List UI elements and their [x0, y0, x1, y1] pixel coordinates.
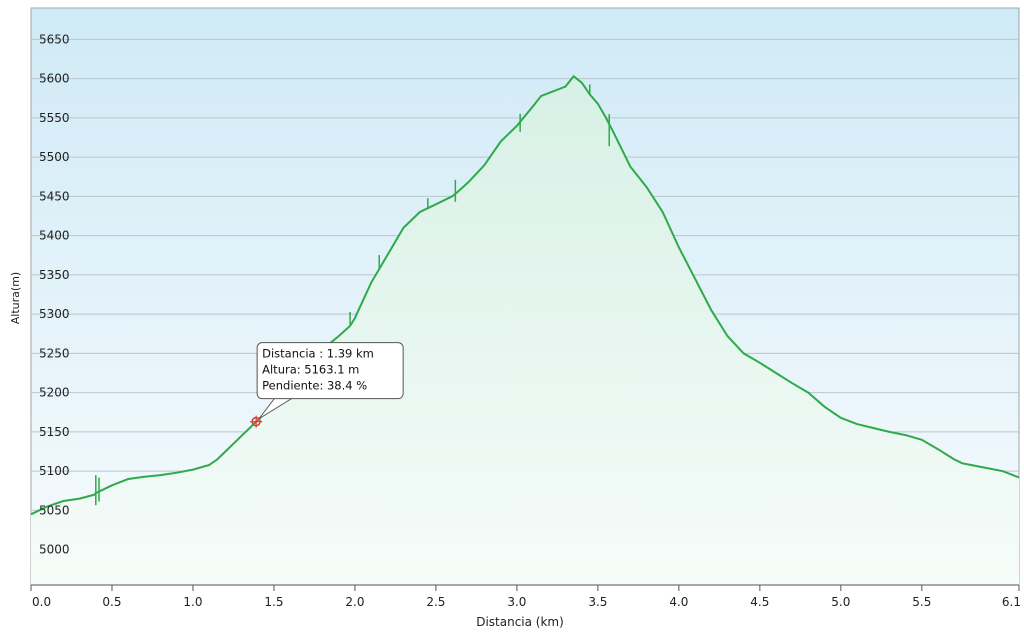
x-tick-label: 2.5	[426, 595, 445, 609]
tooltip: Distancia : 1.39 km Altura: 5163.1 m Pen…	[256, 342, 404, 420]
y-tick-label: 5650	[39, 32, 70, 46]
x-axis-ticks: 0.0 0.5 1.0 1.5 2.0 2.5 3.0 3.5 4.0 4.5 5.0 5.5 6.1	[30, 585, 1021, 609]
x-tick-label: 2.0	[345, 595, 364, 609]
tooltip-slope: Pendiente: 38.4 %	[262, 379, 367, 393]
gps-spikes	[95, 84, 610, 506]
elevation-line	[30, 74, 1020, 516]
tooltip-distance: Distancia : 1.39 km	[262, 347, 374, 361]
x-tick-label: 5.0	[831, 595, 850, 609]
y-tick-label: 5000	[39, 543, 70, 557]
x-tick-label: 0.5	[102, 595, 121, 609]
y-tick-label: 5550	[39, 111, 70, 125]
y-tick-label: 5150	[39, 425, 70, 439]
y-tick-label: 5600	[39, 72, 70, 86]
x-tick-label: 1.0	[183, 595, 202, 609]
y-tick-label: 5050	[39, 503, 70, 517]
elevation-area	[31, 76, 1019, 586]
x-tick-label: 3.5	[588, 595, 607, 609]
x-tick-label: 0.0	[32, 595, 51, 609]
x-tick-label: 3.0	[507, 595, 526, 609]
position-marker	[250, 415, 263, 428]
y-tick-label: 5300	[39, 307, 70, 321]
y-tick-label: 5250	[39, 346, 70, 360]
x-axis-label: Distancia (km)	[476, 615, 564, 629]
y-tick-label: 5100	[39, 464, 70, 478]
y-axis-label: Altura(m)	[9, 272, 22, 324]
y-tick-label: 5400	[39, 229, 70, 243]
x-tick-label: 5.5	[912, 595, 931, 609]
x-tick-label: 6.1	[1002, 595, 1021, 609]
y-tick-label: 5350	[39, 268, 70, 282]
tooltip-box	[256, 342, 404, 400]
tooltip-altitude: Altura: 5163.1 m	[262, 363, 359, 377]
x-tick-label: 1.5	[264, 595, 283, 609]
y-axis-ticks: 5000 5050 5100 5150 5200 5250 5300 5350 5400 5450…	[39, 32, 70, 556]
y-tick-label: 5500	[39, 150, 70, 164]
y-tick-label: 5200	[39, 386, 70, 400]
x-tick-label: 4.0	[669, 595, 688, 609]
x-tick-label: 4.5	[750, 595, 769, 609]
y-tick-label: 5450	[39, 189, 70, 203]
